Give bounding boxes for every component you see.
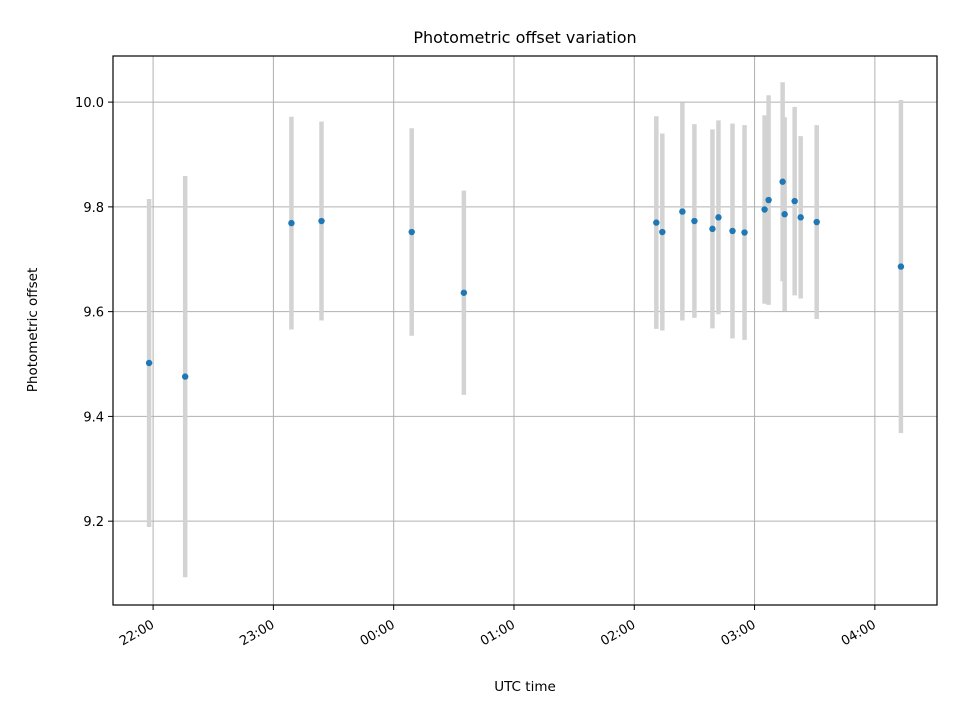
data-point — [761, 206, 768, 213]
y-tick-label: 9.4 — [83, 410, 104, 425]
y-tick-label: 9.8 — [83, 201, 104, 216]
data-point — [653, 219, 660, 226]
y-tick-label: 10.0 — [75, 96, 104, 111]
data-point — [288, 219, 295, 227]
data-point — [318, 217, 325, 225]
data-point — [897, 263, 905, 270]
y-tick-label: 9.6 — [83, 306, 104, 321]
chart-title: Photometric offset variation — [413, 28, 636, 47]
y-tick-label: 9.2 — [83, 515, 104, 530]
y-axis-label: Photometric offset — [25, 268, 41, 392]
data-point — [797, 214, 804, 221]
x-axis-label: UTC time — [494, 679, 556, 695]
data-point — [691, 217, 698, 225]
data-point — [181, 373, 189, 380]
data-point — [659, 228, 666, 236]
data-point — [679, 208, 686, 215]
y-axis-ticks: 9.2 9.4 9.6 9.8 10.0 — [75, 96, 113, 530]
data-point — [765, 196, 772, 204]
data-point — [460, 289, 468, 296]
data-point — [729, 227, 736, 235]
data-point — [791, 197, 798, 205]
data-point — [145, 359, 153, 367]
data-point — [781, 211, 788, 218]
data-point — [709, 225, 716, 233]
data-points — [145, 178, 905, 380]
data-point — [813, 218, 820, 226]
plot-frame — [112, 55, 938, 606]
data-point — [408, 228, 415, 236]
data-point — [715, 214, 722, 221]
data-point — [741, 229, 748, 236]
grid-lines — [113, 56, 937, 605]
data-point — [779, 178, 786, 185]
